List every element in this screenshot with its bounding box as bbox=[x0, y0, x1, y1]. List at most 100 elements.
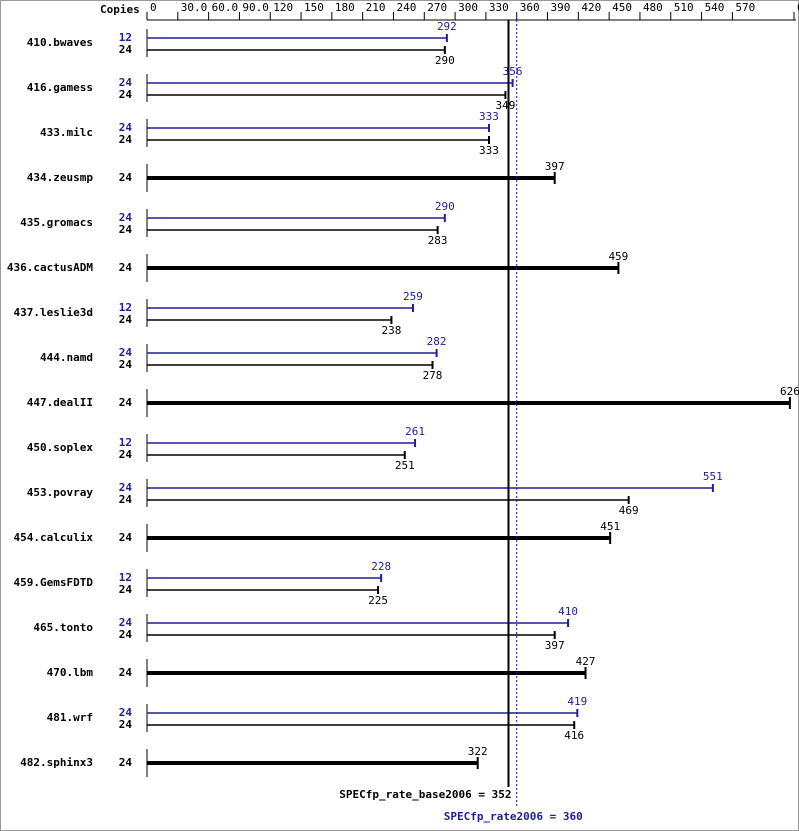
x-tick-label: 540 bbox=[705, 1, 725, 14]
copies-label: 12 bbox=[119, 301, 132, 314]
copies-label: 24 bbox=[119, 756, 133, 769]
copies-label: 24 bbox=[119, 171, 133, 184]
value-label: 349 bbox=[495, 99, 515, 112]
value-label: 259 bbox=[403, 290, 423, 303]
value-label: 416 bbox=[564, 729, 584, 742]
copies-label: 24 bbox=[119, 448, 133, 461]
value-label: 261 bbox=[405, 425, 425, 438]
x-tick-label: 450 bbox=[612, 1, 632, 14]
category-label: 465.tonto bbox=[33, 621, 93, 634]
value-label: 459 bbox=[608, 250, 628, 263]
x-tick-label: 300 bbox=[458, 1, 478, 14]
copies-label: 12 bbox=[119, 571, 132, 584]
reference-label: SPECfp_rate2006 = 360 bbox=[444, 810, 583, 823]
category-label: 436.cactusADM bbox=[7, 261, 93, 274]
x-tick-label: 570 bbox=[735, 1, 755, 14]
copies-label: 24 bbox=[119, 396, 133, 409]
x-tick-label: 420 bbox=[581, 1, 601, 14]
value-label: 292 bbox=[437, 20, 457, 33]
value-label: 397 bbox=[545, 639, 565, 652]
reference-label: SPECfp_rate_base2006 = 352 bbox=[339, 788, 511, 801]
x-tick-label: 480 bbox=[643, 1, 663, 14]
category-label: 459.GemsFDTD bbox=[14, 576, 94, 589]
copies-label: 24 bbox=[119, 211, 133, 224]
x-tick-label: 630 bbox=[797, 1, 799, 14]
copies-label: 24 bbox=[119, 121, 133, 134]
category-label: 453.povray bbox=[27, 486, 94, 499]
copies-label: 24 bbox=[119, 346, 133, 359]
category-label: 447.dealII bbox=[27, 396, 93, 409]
value-label: 469 bbox=[619, 504, 639, 517]
x-tick-label: 120 bbox=[273, 1, 293, 14]
x-tick-label: 390 bbox=[551, 1, 571, 14]
x-tick-label: 210 bbox=[366, 1, 386, 14]
value-label: 290 bbox=[435, 54, 455, 67]
x-tick-label: 150 bbox=[304, 1, 324, 14]
x-tick-label: 90.0 bbox=[242, 1, 269, 14]
copies-label: 24 bbox=[119, 706, 133, 719]
value-label: 419 bbox=[567, 695, 587, 708]
copies-label: 24 bbox=[119, 583, 133, 596]
copies-label: 24 bbox=[119, 666, 133, 679]
value-label: 322 bbox=[468, 745, 488, 758]
value-label: 238 bbox=[381, 324, 401, 337]
x-tick-label: 360 bbox=[520, 1, 540, 14]
value-label: 356 bbox=[503, 65, 523, 78]
value-label: 228 bbox=[371, 560, 391, 573]
copies-label: 24 bbox=[119, 76, 133, 89]
x-tick-label: 180 bbox=[335, 1, 355, 14]
category-label: 433.milc bbox=[40, 126, 93, 139]
copies-label: 24 bbox=[119, 718, 133, 731]
copies-label: 24 bbox=[119, 261, 133, 274]
value-label: 282 bbox=[427, 335, 447, 348]
category-label: 434.zeusmp bbox=[27, 171, 94, 184]
category-label: 435.gromacs bbox=[20, 216, 93, 229]
value-label: 551 bbox=[703, 470, 723, 483]
copies-label: 24 bbox=[119, 223, 133, 236]
x-tick-label: 510 bbox=[674, 1, 694, 14]
x-tick-label: 270 bbox=[427, 1, 447, 14]
category-label: 416.gamess bbox=[27, 81, 93, 94]
category-label: 481.wrf bbox=[47, 711, 93, 724]
copies-label: 24 bbox=[119, 313, 133, 326]
value-label: 626 bbox=[780, 385, 799, 398]
value-label: 333 bbox=[479, 110, 499, 123]
value-label: 278 bbox=[423, 369, 443, 382]
copies-label: 24 bbox=[119, 628, 133, 641]
x-tick-label: 240 bbox=[396, 1, 416, 14]
category-label: 437.leslie3d bbox=[14, 306, 93, 319]
value-label: 333 bbox=[479, 144, 499, 157]
copies-label: 24 bbox=[119, 481, 133, 494]
x-tick-label: 0 bbox=[150, 1, 157, 14]
x-tick-label: 330 bbox=[489, 1, 509, 14]
copies-label: 24 bbox=[119, 358, 133, 371]
value-label: 225 bbox=[368, 594, 388, 607]
category-label: 470.lbm bbox=[47, 666, 94, 679]
x-tick-label: 60.0 bbox=[212, 1, 239, 14]
copies-label: 24 bbox=[119, 493, 133, 506]
copies-label: 24 bbox=[119, 43, 133, 56]
value-label: 397 bbox=[545, 160, 565, 173]
copies-label: 24 bbox=[119, 133, 133, 146]
category-label: 450.soplex bbox=[27, 441, 94, 454]
value-label: 451 bbox=[600, 520, 620, 533]
category-label: 444.namd bbox=[40, 351, 93, 364]
copies-label: 24 bbox=[119, 616, 133, 629]
value-label: 251 bbox=[395, 459, 415, 472]
copies-label: 12 bbox=[119, 436, 132, 449]
category-label: 410.bwaves bbox=[27, 36, 93, 49]
category-label: 454.calculix bbox=[14, 531, 94, 544]
value-label: 427 bbox=[576, 655, 596, 668]
copies-label: 24 bbox=[119, 531, 133, 544]
x-axis-label: Copies bbox=[100, 3, 140, 16]
value-label: 290 bbox=[435, 200, 455, 213]
category-label: 482.sphinx3 bbox=[20, 756, 93, 769]
x-tick-label: 30.0 bbox=[181, 1, 208, 14]
copies-label: 12 bbox=[119, 31, 132, 44]
copies-label: 24 bbox=[119, 88, 133, 101]
value-label: 283 bbox=[428, 234, 448, 247]
value-label: 410 bbox=[558, 605, 578, 618]
